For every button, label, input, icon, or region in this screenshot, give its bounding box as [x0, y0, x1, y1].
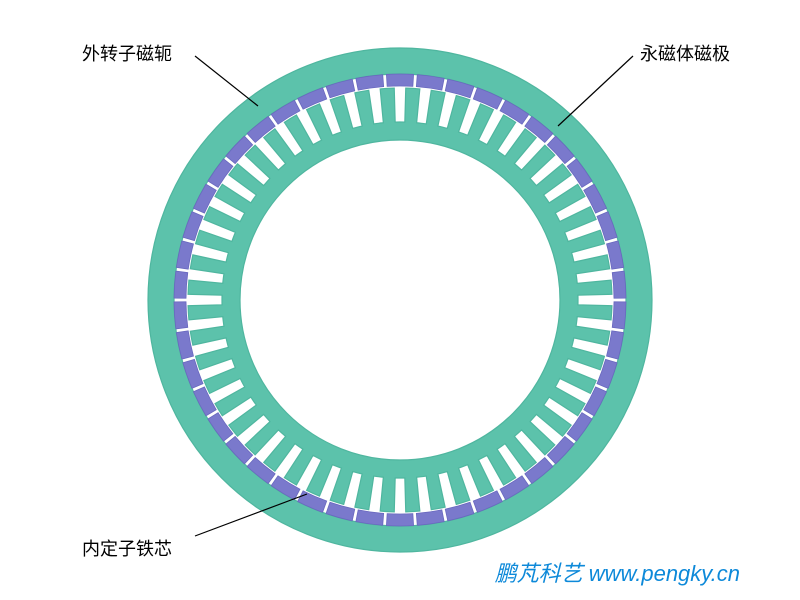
leader-line-pm-pole [558, 56, 633, 126]
stator-core [188, 88, 612, 512]
watermark-brand: 鹏芃科艺 [495, 561, 583, 586]
label-inner-stator-core: 内定子铁芯 [82, 535, 172, 561]
label-pm-pole: 永磁体磁极 [640, 40, 730, 66]
magnet-segments [174, 74, 626, 526]
watermark: 鹏芃科艺 www.pengky.cn [495, 556, 740, 588]
label-outer-rotor-yoke: 外转子磁轭 [82, 40, 172, 66]
motor-cross-section-diagram [0, 0, 800, 600]
watermark-url: www.pengky.cn [589, 561, 740, 586]
motor-svg [0, 0, 800, 600]
leader-line-outer-rotor-yoke [195, 56, 258, 106]
